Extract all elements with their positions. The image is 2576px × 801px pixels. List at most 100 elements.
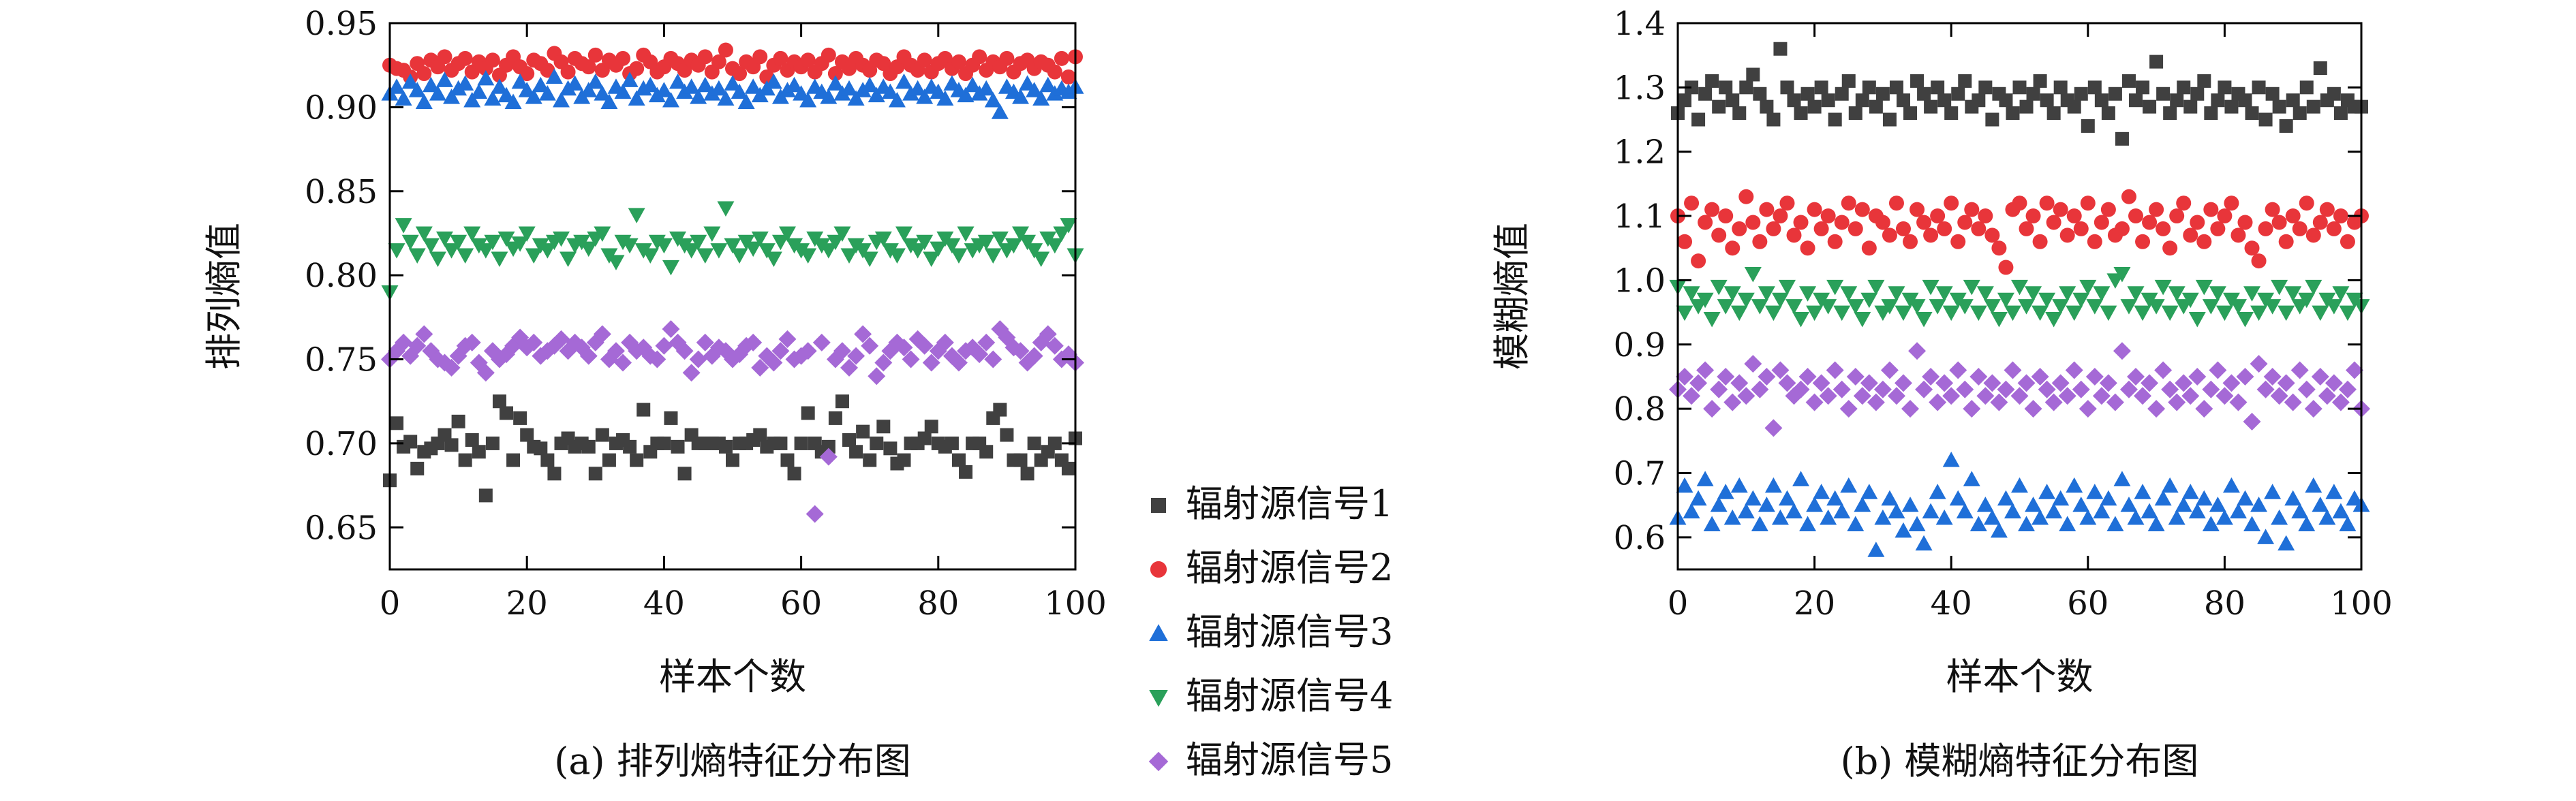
data-point [1922,279,1939,296]
data-point [2053,202,2068,217]
data-point [1771,361,1790,379]
data-point [2332,503,2350,519]
data-point [2271,509,2288,525]
data-point [1935,286,1953,302]
data-point [1908,299,1926,315]
data-point [1745,215,1761,230]
data-point [771,342,790,360]
data-point [579,347,598,365]
data-point [2170,93,2184,108]
data-point [820,243,838,259]
data-point [854,325,872,343]
data-point [1991,240,2007,256]
data-point [868,367,886,386]
data-point [518,226,536,242]
data-point [1792,380,1810,398]
data-point [1978,80,1993,95]
data-point [1942,452,1960,467]
data-point [2051,374,2070,392]
data-point [1013,453,1028,467]
data-point [2154,361,2173,379]
data-point [2209,497,2226,512]
data-point [984,248,1002,264]
data-point [1887,387,1905,405]
data-point [1833,305,1851,321]
data-point [840,358,859,377]
data-point [2183,227,2198,243]
data-point [628,208,645,223]
data-point [1997,292,2014,309]
data-point [540,63,555,78]
legend-marker [1148,751,1169,772]
data-point [1717,367,1735,386]
data-point [1931,80,1945,95]
data-point [1880,361,1899,379]
data-point [897,453,911,467]
data-point [1011,342,1030,360]
data-point [2278,305,2295,321]
data-point [821,439,835,454]
data-point [2312,497,2329,512]
data-point [422,238,440,254]
data-point [602,453,616,467]
data-point [924,420,938,434]
data-point [1696,361,1715,379]
data-point [951,54,966,69]
data-point [854,243,872,259]
legend-label: 辐射源信号5 [1186,738,1393,781]
data-point [1881,490,1899,506]
data-point [607,342,625,360]
data-point [1027,436,1041,450]
data-point [827,66,843,82]
data-point [511,236,529,252]
data-point [1820,208,1836,224]
series-2-points [1670,189,2369,275]
data-point [765,251,782,267]
data-point [2044,393,2063,411]
data-point [2147,299,2165,315]
data-point [655,238,673,254]
data-point [513,411,527,425]
data-point [1739,80,1753,95]
data-point [588,467,602,481]
data-point [415,226,433,242]
data-point [2065,361,2083,379]
data-point [443,89,461,104]
fuzzy-entropy-x-ticks: 0 20 40 60 80 100 [1668,23,2393,623]
data-point [1047,436,1062,450]
data-point [930,241,947,257]
data-point [945,436,959,450]
data-point [1792,312,1810,328]
data-point [2121,74,2136,88]
data-point [703,226,721,242]
data-point [1032,90,1050,106]
data-point [828,411,842,425]
data-point [388,78,405,94]
data-point [429,85,446,101]
data-point [744,78,762,94]
data-point [773,436,788,450]
data-point [1807,202,1822,217]
data-point [1800,240,1815,256]
data-point [553,92,570,108]
data-point [1944,195,1959,211]
data-point [696,248,714,264]
data-point [2304,400,2322,418]
data-point [485,436,500,450]
data-point [806,505,824,523]
data-point [2190,87,2205,101]
data-point [1908,342,1927,360]
data-point [2134,387,2152,405]
data-point [600,93,618,109]
legend-label: 辐射源信号1 [1186,482,1393,525]
data-point [2038,292,2056,309]
data-point [2120,299,2138,315]
data-point [1806,305,1824,321]
data-point [696,76,714,93]
data-point [2094,215,2109,230]
data-point [718,42,733,58]
data-point [1910,202,1925,217]
data-point [1969,516,1987,531]
data-point [1773,208,1788,224]
data-point [2156,87,2171,101]
